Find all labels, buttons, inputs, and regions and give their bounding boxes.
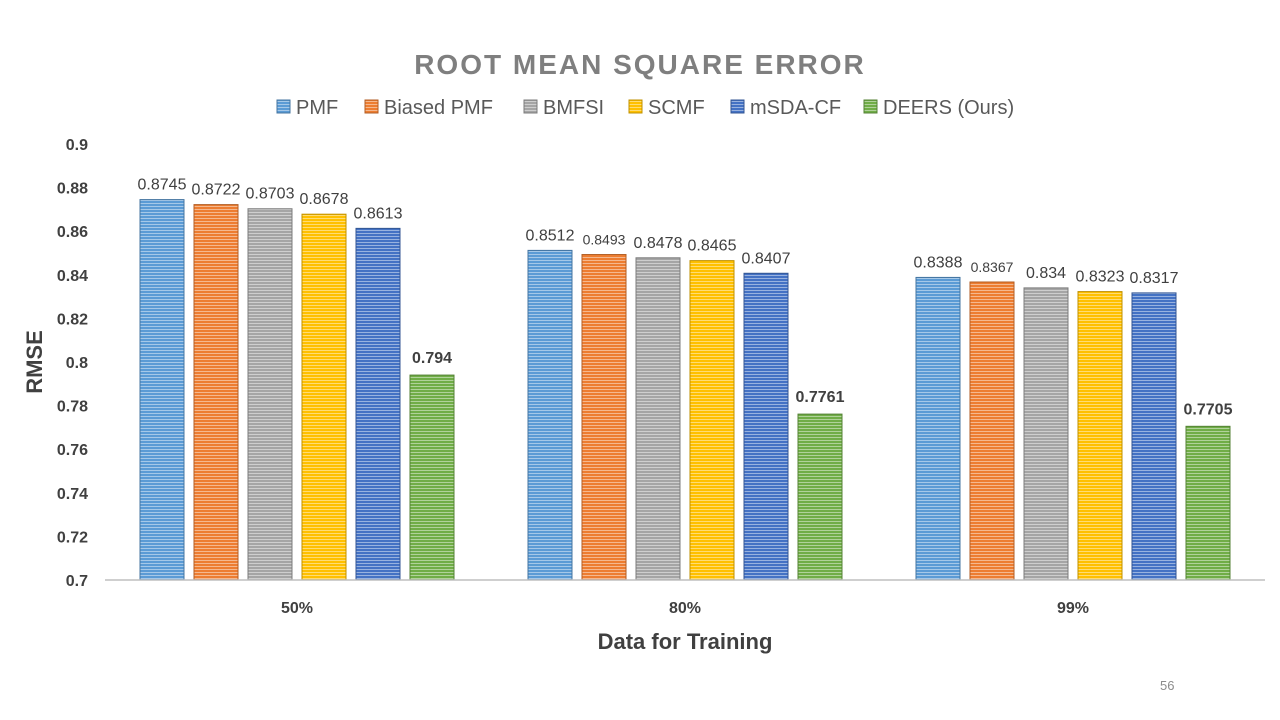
bar	[1077, 291, 1123, 581]
data-label: 0.8317	[1130, 270, 1179, 287]
legend-item: PMF	[276, 97, 338, 119]
y-tick-label: 0.7	[66, 573, 88, 590]
data-label: 0.8512	[526, 227, 575, 244]
bar	[1185, 425, 1231, 581]
y-tick-label: 0.8	[66, 355, 88, 372]
data-label: 0.8722	[192, 182, 241, 199]
y-tick-label: 0.9	[66, 137, 88, 154]
bar	[527, 249, 573, 581]
data-labels: 0.8745 0.8722 0.8703 0.8678 0.8613 0.794 0.851…	[138, 177, 1233, 419]
x-axis-categories: 50% 80% 99%	[281, 600, 1089, 617]
chart-legend: PMF Biased PMF BMFSI SCMF mSDA-CF DEERS (Ours…	[276, 97, 1014, 119]
data-label: 0.8745	[138, 177, 187, 194]
legend-label: Biased PMF	[384, 97, 493, 119]
bar	[409, 374, 455, 581]
legend-swatch	[276, 99, 291, 114]
legend-item: DEERS (Ours)	[863, 97, 1014, 119]
y-tick-label: 0.72	[57, 529, 88, 546]
bar	[743, 272, 789, 581]
bar	[915, 276, 961, 581]
legend-swatch	[364, 99, 379, 114]
data-label: 0.8465	[688, 238, 737, 255]
legend-label: BMFSI	[543, 97, 604, 119]
bar	[247, 208, 293, 581]
bar	[797, 413, 843, 581]
legend-swatch	[523, 99, 538, 114]
data-label: 0.8613	[354, 205, 403, 222]
legend-label: DEERS (Ours)	[883, 97, 1014, 119]
bar	[139, 199, 185, 581]
data-label: 0.7705	[1184, 401, 1233, 418]
data-label: 0.834	[1026, 265, 1066, 282]
y-tick-label: 0.82	[57, 311, 88, 328]
bar	[1023, 287, 1069, 581]
data-label: 0.8367	[971, 259, 1014, 275]
y-tick-label: 0.74	[57, 486, 88, 503]
data-label: 0.8703	[246, 186, 295, 203]
legend-swatch	[863, 99, 878, 114]
legend-item: SCMF	[628, 97, 705, 119]
y-tick-label: 0.76	[57, 442, 88, 459]
bar	[193, 204, 239, 581]
y-tick-label: 0.88	[57, 181, 88, 198]
data-label: 0.8478	[634, 235, 683, 252]
y-tick-label: 0.78	[57, 399, 88, 416]
data-label: 0.8493	[583, 232, 626, 248]
data-label: 0.8323	[1076, 269, 1125, 286]
y-tick-label: 0.86	[57, 224, 88, 241]
bar	[1131, 292, 1177, 581]
x-category-label: 80%	[669, 600, 701, 617]
x-axis-title: Data for Training	[598, 629, 773, 654]
y-axis-title: RMSE	[22, 330, 47, 394]
bar	[969, 281, 1015, 581]
y-tick-label: 0.84	[57, 268, 88, 285]
bar	[581, 254, 627, 581]
legend-item: Biased PMF	[364, 97, 493, 119]
bar	[301, 213, 347, 581]
bar-series	[139, 199, 1231, 581]
legend-swatch	[730, 99, 745, 114]
bar	[635, 257, 681, 581]
data-label: 0.794	[412, 350, 452, 367]
legend-item: mSDA-CF	[730, 97, 841, 119]
bar	[355, 227, 401, 581]
legend-swatch	[628, 99, 643, 114]
data-label: 0.8678	[300, 191, 349, 208]
x-category-label: 99%	[1057, 600, 1089, 617]
x-category-label: 50%	[281, 600, 313, 617]
chart-title: ROOT MEAN SQUARE ERROR	[414, 49, 866, 80]
bar	[689, 260, 735, 581]
legend-label: PMF	[296, 97, 338, 119]
legend-label: mSDA-CF	[750, 97, 841, 119]
data-label: 0.7761	[796, 389, 845, 406]
data-label: 0.8388	[914, 254, 963, 271]
data-label: 0.8407	[742, 250, 791, 267]
legend-item: BMFSI	[523, 97, 604, 119]
page-number: 56	[1160, 678, 1175, 693]
y-axis-ticks: 0.7 0.72 0.74 0.76 0.78 0.8 0.82 0.84 0.86 0.88 0.…	[57, 137, 88, 590]
legend-label: SCMF	[648, 97, 705, 119]
